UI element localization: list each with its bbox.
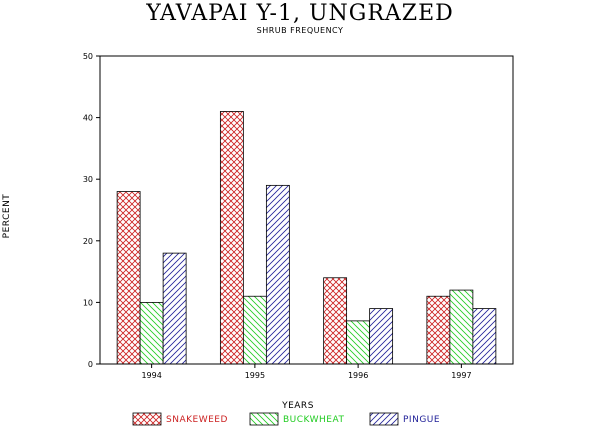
y-tick-label: 50 (83, 52, 93, 61)
x-tick-label: 1996 (348, 371, 368, 380)
bar-buckwheat-1997 (449, 289, 474, 365)
bar-buckwheat-1996 (346, 320, 371, 365)
bar-snakeweed-1994 (116, 191, 141, 365)
bar-snakeweed-1995 (219, 111, 244, 365)
bar-buckwheat-1994 (139, 301, 164, 365)
y-tick-label: 20 (83, 237, 93, 246)
legend-label-snakeweed: SNAKEWEED (166, 415, 228, 425)
x-tick-label: 1997 (451, 371, 471, 380)
legend-swatch-snakeweed (132, 412, 162, 426)
y-tick-label: 10 (83, 298, 93, 307)
legend: SNAKEWEED BUCKWHEAT PINGUE (132, 412, 440, 426)
bar-pingue-1995 (265, 184, 290, 365)
bar-pingue-1996 (369, 308, 394, 365)
chart-subtitle: SHRUB FREQUENCY (257, 26, 344, 35)
plot-area-frame (99, 55, 514, 365)
x-tick-label: 1995 (245, 371, 265, 380)
y-axis-ticks: 0 10 20 30 40 50 (83, 52, 100, 369)
chart-title: YAVAPAI Y-1, UNGRAZED (145, 1, 454, 26)
x-axis-label: YEARS (281, 401, 314, 411)
legend-label-buckwheat: BUCKWHEAT (283, 415, 344, 425)
x-axis-ticks: 1994 1995 1996 1997 (141, 364, 472, 380)
y-tick-label: 40 (83, 114, 93, 123)
x-tick-label: 1994 (141, 371, 161, 380)
y-tick-label: 30 (83, 175, 93, 184)
bar-snakeweed-1996 (323, 277, 348, 365)
legend-label-pingue: PINGUE (403, 415, 440, 425)
bar-snakeweed-1997 (426, 295, 451, 365)
y-axis-label: PERCENT (2, 194, 12, 239)
bar-buckwheat-1995 (242, 295, 267, 365)
legend-swatch-buckwheat (249, 412, 279, 426)
bar-pingue-1994 (162, 252, 187, 365)
y-tick-label: 0 (88, 360, 93, 369)
bar-pingue-1997 (472, 308, 497, 365)
bars-group (116, 111, 497, 365)
legend-swatch-pingue (369, 412, 399, 426)
